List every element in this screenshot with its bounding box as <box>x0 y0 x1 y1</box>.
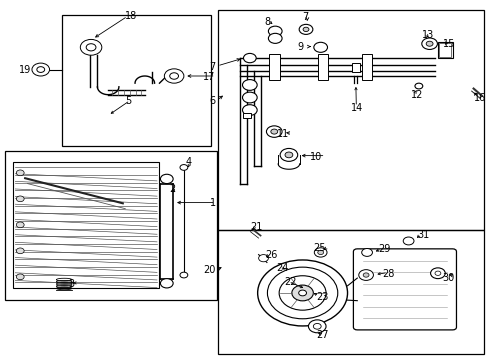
Circle shape <box>170 73 178 79</box>
Circle shape <box>180 272 188 278</box>
Circle shape <box>160 279 173 288</box>
Text: 11: 11 <box>277 129 289 139</box>
Bar <box>13 162 159 288</box>
Text: 24: 24 <box>277 263 289 273</box>
Text: 21: 21 <box>250 222 262 232</box>
Circle shape <box>258 260 347 326</box>
Text: 9: 9 <box>297 42 304 52</box>
Circle shape <box>269 33 282 43</box>
Text: 8: 8 <box>265 17 270 27</box>
Circle shape <box>309 320 326 333</box>
Bar <box>218 10 484 230</box>
Circle shape <box>16 274 24 280</box>
Text: 16: 16 <box>473 93 486 103</box>
Circle shape <box>16 196 24 202</box>
Text: 28: 28 <box>383 269 395 279</box>
Circle shape <box>259 255 269 262</box>
FancyBboxPatch shape <box>353 249 457 330</box>
Circle shape <box>243 80 257 90</box>
Text: 10: 10 <box>310 152 322 162</box>
Circle shape <box>279 276 326 310</box>
Text: 7: 7 <box>303 12 309 22</box>
Circle shape <box>299 290 307 296</box>
Circle shape <box>267 126 282 137</box>
Text: 2: 2 <box>169 184 175 194</box>
Text: 29: 29 <box>378 244 390 254</box>
Text: 27: 27 <box>316 330 328 340</box>
Circle shape <box>32 63 49 76</box>
Text: 14: 14 <box>351 103 364 113</box>
Text: 7: 7 <box>209 62 216 72</box>
Text: 30: 30 <box>443 273 455 283</box>
Text: 31: 31 <box>417 230 429 239</box>
Circle shape <box>431 268 445 279</box>
Circle shape <box>314 42 327 52</box>
Text: 13: 13 <box>422 30 434 40</box>
Text: 5: 5 <box>125 96 131 106</box>
Circle shape <box>363 273 369 277</box>
Circle shape <box>359 270 373 280</box>
Bar <box>218 230 484 354</box>
Text: 19: 19 <box>19 64 31 75</box>
Text: 1: 1 <box>210 198 216 208</box>
Circle shape <box>243 105 257 116</box>
Circle shape <box>268 267 338 319</box>
Circle shape <box>285 152 293 158</box>
Circle shape <box>244 53 256 63</box>
Text: 26: 26 <box>266 249 278 260</box>
Text: 20: 20 <box>203 265 216 275</box>
Circle shape <box>16 222 24 228</box>
Circle shape <box>271 129 278 134</box>
Circle shape <box>426 41 433 46</box>
Circle shape <box>422 38 438 49</box>
Circle shape <box>280 148 298 161</box>
Text: 23: 23 <box>316 292 328 302</box>
Text: 4: 4 <box>185 157 192 167</box>
Bar <box>440 43 451 57</box>
Circle shape <box>16 170 24 176</box>
Circle shape <box>435 271 441 275</box>
Text: 25: 25 <box>313 243 325 253</box>
Circle shape <box>160 174 173 184</box>
Circle shape <box>292 285 313 301</box>
Circle shape <box>314 248 327 257</box>
Text: 12: 12 <box>411 90 423 100</box>
Circle shape <box>16 248 24 254</box>
Bar <box>438 42 453 58</box>
Bar <box>244 113 251 118</box>
Circle shape <box>318 250 323 255</box>
Circle shape <box>415 83 423 89</box>
Circle shape <box>362 248 372 256</box>
Circle shape <box>303 27 309 32</box>
Text: 15: 15 <box>443 40 455 49</box>
Circle shape <box>180 165 188 170</box>
Circle shape <box>299 24 313 35</box>
Circle shape <box>403 237 414 245</box>
Text: 18: 18 <box>125 11 138 21</box>
Circle shape <box>269 26 282 36</box>
Bar <box>269 54 280 80</box>
Circle shape <box>313 323 321 329</box>
Circle shape <box>243 92 257 103</box>
Text: 3: 3 <box>68 279 74 289</box>
Bar <box>362 54 372 80</box>
Text: 22: 22 <box>284 277 296 287</box>
Text: 17: 17 <box>203 72 216 82</box>
Circle shape <box>37 67 45 72</box>
Bar <box>62 15 211 146</box>
Bar <box>4 151 217 300</box>
Circle shape <box>164 69 184 83</box>
Circle shape <box>86 44 96 51</box>
Bar <box>352 63 360 72</box>
Bar <box>318 54 328 80</box>
Text: 6: 6 <box>210 96 216 106</box>
Circle shape <box>80 40 102 55</box>
